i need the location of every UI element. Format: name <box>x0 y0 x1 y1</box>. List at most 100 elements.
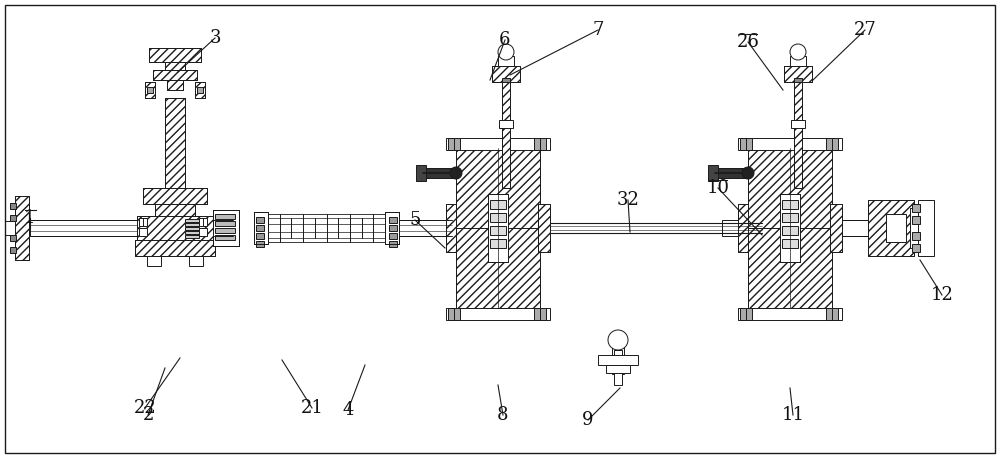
Bar <box>145 82 155 98</box>
Text: 11: 11 <box>782 406 804 424</box>
Bar <box>912 232 920 240</box>
Bar <box>490 226 506 235</box>
Bar <box>139 228 147 236</box>
Bar <box>389 225 397 231</box>
Bar <box>256 225 264 231</box>
Text: 32: 32 <box>617 191 639 209</box>
Bar <box>502 82 510 188</box>
Bar <box>135 240 215 256</box>
Text: 7: 7 <box>592 21 604 39</box>
Bar <box>868 200 914 256</box>
Bar <box>165 98 185 190</box>
Bar <box>791 120 805 128</box>
Bar <box>738 204 750 252</box>
Bar <box>502 78 510 82</box>
Bar <box>199 218 207 226</box>
Bar <box>185 227 199 230</box>
Bar <box>502 82 510 188</box>
Bar <box>185 231 199 234</box>
Text: 12: 12 <box>931 286 953 304</box>
Bar <box>708 165 718 181</box>
Bar <box>153 70 197 80</box>
Bar <box>748 148 832 228</box>
Text: 5: 5 <box>409 211 421 229</box>
Bar <box>488 194 508 262</box>
Bar <box>826 308 832 320</box>
Bar <box>886 214 906 242</box>
Bar <box>10 215 16 221</box>
Bar <box>606 365 630 373</box>
Bar <box>454 138 460 150</box>
Bar <box>832 308 838 320</box>
Bar <box>155 204 195 216</box>
Text: 22: 22 <box>134 399 156 417</box>
Bar <box>30 220 137 236</box>
Bar <box>448 308 454 320</box>
Bar <box>740 138 746 150</box>
Bar <box>534 308 540 320</box>
Bar <box>213 220 233 236</box>
Bar <box>143 188 207 204</box>
Bar <box>538 204 550 252</box>
Bar <box>826 138 832 150</box>
Bar <box>499 120 513 128</box>
Bar <box>446 204 458 252</box>
Bar <box>215 214 235 219</box>
Bar <box>165 62 185 70</box>
Bar <box>147 87 153 93</box>
Bar <box>738 308 842 320</box>
Bar <box>15 196 29 260</box>
Bar <box>147 256 161 266</box>
Circle shape <box>608 330 628 350</box>
Bar <box>490 213 506 222</box>
Bar <box>534 138 540 150</box>
Bar <box>740 308 746 320</box>
Text: 27: 27 <box>854 21 876 39</box>
Bar <box>185 223 199 226</box>
Bar <box>399 220 452 236</box>
Bar <box>10 247 16 253</box>
Bar <box>189 256 203 266</box>
Bar <box>782 239 798 248</box>
Bar <box>256 217 264 223</box>
Circle shape <box>742 167 754 179</box>
Bar <box>490 200 506 209</box>
Bar <box>876 206 906 250</box>
Bar <box>738 138 842 150</box>
Bar <box>10 203 16 209</box>
Bar <box>456 148 540 228</box>
Bar <box>185 219 199 222</box>
Bar <box>612 340 624 374</box>
Bar <box>910 208 926 248</box>
Bar <box>782 226 798 235</box>
Bar <box>215 235 235 240</box>
Bar <box>215 228 235 233</box>
Bar <box>540 308 546 320</box>
Bar <box>199 228 207 236</box>
Bar <box>149 48 201 62</box>
Bar <box>492 66 520 82</box>
Bar <box>137 216 213 240</box>
Bar <box>454 308 460 320</box>
Bar <box>830 204 842 252</box>
Bar <box>614 350 622 385</box>
Text: 26: 26 <box>737 33 759 51</box>
Bar <box>794 82 802 188</box>
Bar <box>137 216 213 240</box>
Bar <box>143 188 207 204</box>
Bar <box>167 80 183 90</box>
Bar <box>842 220 868 236</box>
Circle shape <box>498 44 514 60</box>
Bar <box>832 138 838 150</box>
Bar <box>139 218 147 226</box>
Bar <box>550 223 762 233</box>
Bar <box>780 194 800 262</box>
Text: 6: 6 <box>499 31 511 49</box>
Bar <box>135 240 215 256</box>
Bar <box>149 48 201 62</box>
Text: 8: 8 <box>497 406 509 424</box>
Bar <box>748 228 832 308</box>
Bar <box>385 212 399 244</box>
Text: 10: 10 <box>706 179 730 197</box>
Circle shape <box>790 44 806 60</box>
